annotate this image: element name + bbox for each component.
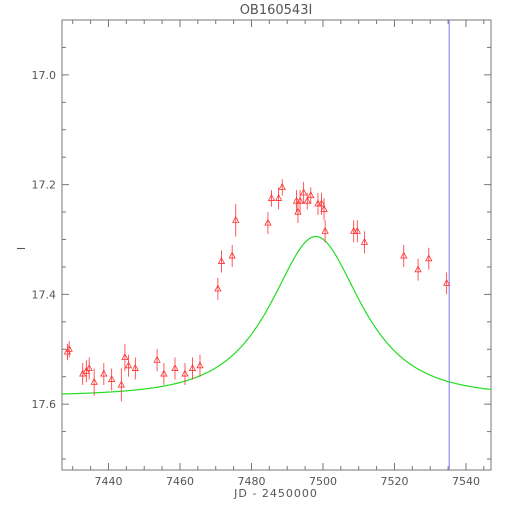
y-tick-label: 17.4 <box>32 288 57 301</box>
data-point <box>100 369 108 377</box>
x-tick-label: 7500 <box>309 475 337 488</box>
data-point <box>264 218 272 226</box>
data-point <box>181 369 189 377</box>
data-point <box>85 364 93 371</box>
x-tick-label: 7520 <box>380 475 408 488</box>
chart-title: OB160543I <box>240 3 313 18</box>
data-point <box>131 364 139 371</box>
model-curve <box>61 235 492 395</box>
data-point <box>360 237 369 245</box>
data-point <box>320 204 328 212</box>
data-point <box>228 251 236 259</box>
data-point <box>353 226 361 234</box>
data-point <box>296 196 304 204</box>
data-point <box>108 375 116 382</box>
data-point <box>160 369 168 377</box>
x-tick-label: 7480 <box>237 475 265 488</box>
data-point <box>214 284 222 292</box>
x-axis-ticks: 7440 7460 7480 7500 7520 7540 <box>72 20 485 488</box>
x-tick-label: 7540 <box>452 475 480 488</box>
data-point <box>217 257 226 264</box>
plot-frame <box>61 19 492 471</box>
data-point <box>267 194 276 201</box>
y-tick-label: 17.2 <box>32 179 57 192</box>
data-point <box>425 254 433 262</box>
x-axis-label: JD - 2450000 <box>233 487 318 500</box>
data-point <box>300 188 308 196</box>
data-point <box>232 215 240 223</box>
data-point <box>314 199 322 207</box>
y-tick-label: 17.6 <box>32 398 57 411</box>
y-axis-ticks: 17.0 17.2 17.4 17.6 <box>32 19 491 460</box>
data-point <box>121 353 129 361</box>
data-point <box>153 355 161 363</box>
data-point <box>196 361 204 369</box>
data-points-layer <box>63 179 451 402</box>
data-point <box>414 265 422 273</box>
data-point <box>317 199 326 207</box>
data-point <box>117 380 126 388</box>
data-point <box>171 364 179 371</box>
y-tick-label: 17.0 <box>32 69 57 82</box>
y-axis-label: I <box>15 246 28 250</box>
data-point <box>321 226 329 234</box>
data-point <box>65 344 73 352</box>
data-point <box>188 364 197 371</box>
data-point <box>274 194 283 201</box>
data-point <box>443 279 451 286</box>
data-point <box>90 377 98 385</box>
data-point <box>292 196 301 204</box>
data-point <box>303 196 311 204</box>
data-point <box>278 183 286 190</box>
data-point <box>124 361 133 369</box>
data-point <box>400 251 408 259</box>
model-curve-layer <box>61 235 492 395</box>
x-tick-label: 7440 <box>94 475 122 488</box>
x-tick-label: 7460 <box>166 475 194 488</box>
data-point <box>307 191 315 199</box>
data-point <box>350 226 358 234</box>
data-point <box>294 207 302 215</box>
